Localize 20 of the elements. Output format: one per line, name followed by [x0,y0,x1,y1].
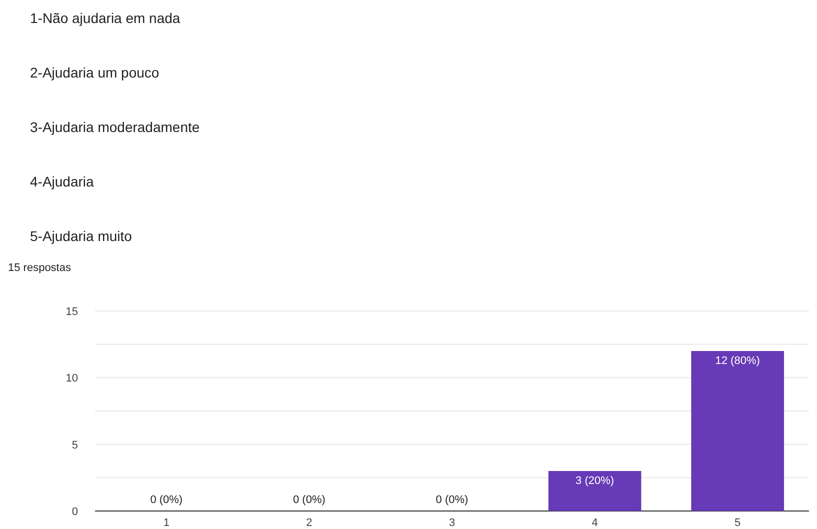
data-label: 0 (0%) [150,494,183,506]
text: 15 respostas [8,262,72,274]
data-label: 3 (20%) [576,475,614,487]
y-tick-label: 0 [72,506,78,518]
y-tick-label: 15 [66,306,78,318]
x-tick-label: 2 [306,517,312,529]
text: 4-Ajudaria [30,174,94,190]
data-label: 12 (80%) [715,355,760,367]
x-tick-label: 5 [734,517,741,529]
data-label: 0 (0%) [436,494,468,506]
data-label: 0 (0%) [292,494,326,506]
text: 5-Ajudaria muito [30,228,132,244]
text: 1-Não ajudaria em nada [30,10,180,26]
x-tick-label: 4 [592,517,598,529]
x-tick-label: 3 [448,517,456,529]
text: 3-Ajudaria moderadamente [30,119,200,135]
x-tick-label: 1 [163,517,170,529]
y-tick-label: 5 [72,439,78,452]
text: 2-Ajudaria um pouco [30,64,160,80]
y-tick-label: 10 [66,372,78,385]
